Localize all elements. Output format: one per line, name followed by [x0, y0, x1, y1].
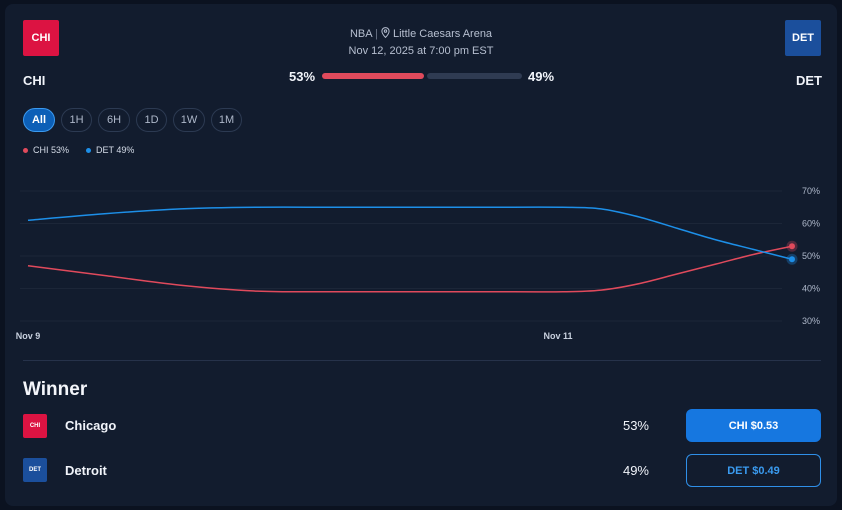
filter-1h[interactable]: 1H: [61, 108, 92, 132]
endpoint-dot-det: [789, 256, 795, 263]
buy-chi-button[interactable]: CHI $0.53: [686, 409, 821, 442]
game-info: NBA | Little Caesars Arena: [321, 27, 521, 41]
league-label: NBA: [349, 28, 372, 40]
x-tick-label: Nov 9: [16, 331, 41, 341]
x-tick-label: Nov 11: [543, 331, 572, 341]
team-abbr-det: DET: [796, 73, 822, 88]
legend-chi-dot: [23, 147, 28, 153]
row-logo-det-text: DET: [29, 467, 41, 473]
y-tick-label: 30%: [802, 316, 820, 326]
det-pct: 49%: [528, 69, 555, 84]
row-logo-chi-text: CHI: [29, 423, 41, 429]
venue-label: Little Caesars Arena: [393, 28, 493, 40]
separator: |: [375, 28, 381, 40]
location-pin-icon: [381, 27, 390, 41]
team-abbr-chi: CHI: [23, 73, 46, 88]
team-logo-det-text: DET: [792, 32, 814, 44]
game-datetime: Nov 12, 2025 at 7:00 pm EST: [348, 45, 494, 57]
winner-title: Winner: [23, 379, 88, 400]
buy-det-button[interactable]: DET $0.49: [686, 454, 821, 487]
y-tick-label: 70%: [802, 186, 820, 196]
filter-1m[interactable]: 1M: [211, 108, 242, 132]
row-name-chicago: Chicago: [65, 418, 117, 433]
legend-det-label: DET 49%: [96, 145, 135, 155]
team-logo-chi-text: CHI: [31, 32, 51, 44]
legend-chi-label: CHI 53%: [33, 145, 70, 155]
series-line-det: [27, 206, 793, 260]
filter-1w[interactable]: 1W: [173, 108, 205, 132]
team-logo-det: DET: [785, 20, 821, 56]
y-tick-label: 50%: [802, 251, 820, 261]
row-logo-det: DET: [23, 458, 47, 482]
y-tick-label: 40%: [802, 284, 820, 294]
probability-chart: 70% 60% 50% 40% 30% Nov 9 Nov 11: [16, 186, 820, 341]
legend-det: DET 49%: [86, 145, 134, 155]
y-tick-label: 60%: [802, 219, 820, 229]
team-logo-chi: CHI: [23, 20, 59, 56]
filter-6h[interactable]: 6H: [98, 108, 130, 132]
section-divider: [23, 360, 821, 361]
chi-pct: 53%: [289, 69, 316, 84]
legend-det-dot: [86, 147, 91, 153]
legend-chi: CHI 53%: [23, 145, 69, 155]
row-name-detroit: Detroit: [65, 463, 107, 478]
row-pct-detroit: 49%: [622, 463, 649, 478]
filter-1d[interactable]: 1D: [136, 108, 167, 132]
filter-all[interactable]: All: [23, 108, 55, 132]
row-pct-chicago: 53%: [622, 418, 649, 433]
det-prob-bar: [427, 73, 522, 79]
endpoint-dot-chi: [789, 243, 795, 250]
chi-prob-bar: [322, 73, 424, 79]
row-logo-chi: CHI: [23, 414, 47, 438]
series-line-chi: [27, 245, 793, 293]
